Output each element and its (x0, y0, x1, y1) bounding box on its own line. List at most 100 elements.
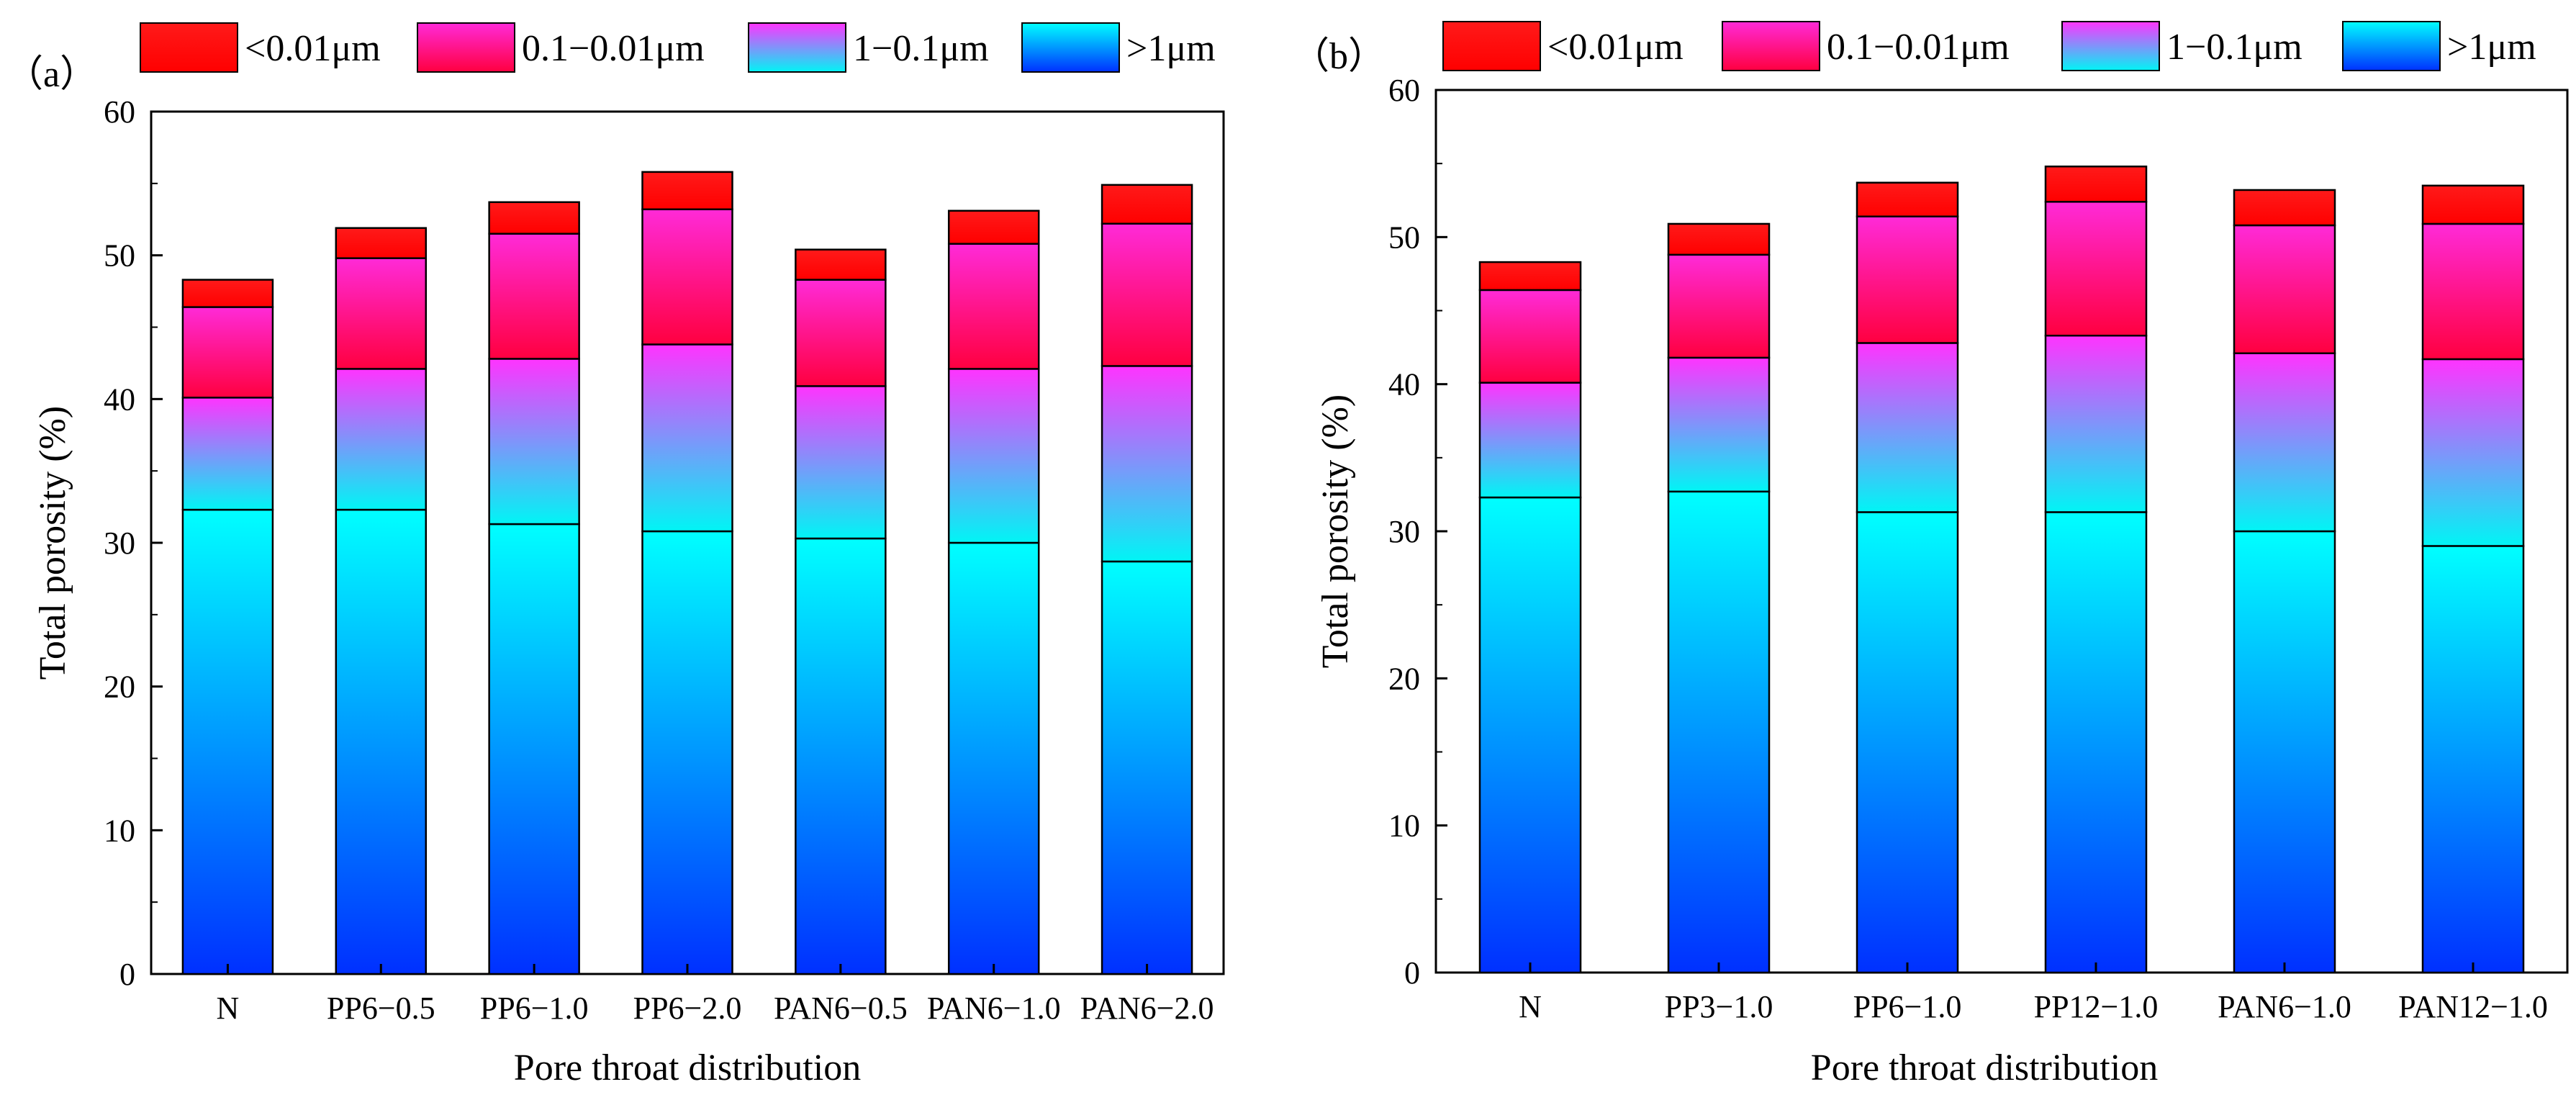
bar-segment-p1_001 (488, 233, 580, 360)
bar-segment-p1_1 (2044, 334, 2148, 513)
bar-segment-p1_1 (2421, 358, 2525, 547)
y-tick-label: 40 (104, 382, 135, 417)
bar-segment-lt001 (1478, 261, 1582, 292)
y-tick-label: 0 (119, 957, 135, 992)
bar-segment-p1_1 (947, 368, 1040, 544)
bar-segment-gt1 (1667, 490, 1771, 974)
y-tick-label: 20 (1388, 661, 1420, 696)
bar-segment-lt001 (488, 201, 580, 235)
legend-label-lt001: <0.01μm (245, 28, 381, 69)
y-tick-label: 20 (104, 669, 135, 705)
x-tick-label: N (217, 991, 240, 1026)
legend-label-p1_1: 1−0.1μm (2166, 27, 2302, 68)
panel-b: （b） <0.01μm 0.1−0.01μm 1−0.1μm >1μm 0 10 20 30 40… (1292, 21, 2569, 1088)
x-axis-title: Pore throat distribution (514, 1047, 861, 1088)
bar-segment-gt1 (795, 537, 887, 975)
bar-segment-p1_1 (795, 385, 887, 540)
legend-swatch-lt001 (140, 22, 238, 73)
bar-segment-p1_001 (181, 306, 274, 399)
bar-segment-p1_1 (641, 343, 733, 533)
bar-segment-p1_001 (1667, 253, 1771, 359)
bar-segment-p1_001 (947, 243, 1040, 370)
bar-segment-p1_1 (1101, 365, 1193, 563)
bar-segment-p1_1 (2233, 352, 2336, 533)
y-axis-title: Total porosity (%) (32, 406, 73, 680)
y-tick-label: 50 (1388, 220, 1420, 255)
legend-label-p1_1: 1−0.1μm (853, 28, 989, 69)
bar-segment-gt1 (1856, 511, 1959, 974)
bar-segment-lt001 (947, 209, 1040, 245)
bar-segment-gt1 (947, 541, 1040, 975)
x-tick-label: PP12−1.0 (2034, 989, 2159, 1024)
legend-label-p1_001: 0.1−0.01μm (522, 28, 705, 69)
bar-segment-gt1 (2044, 511, 2148, 974)
bar-segment-lt001 (181, 279, 274, 308)
x-tick-label: N (1519, 989, 1542, 1024)
bar-segment-p1_001 (335, 257, 428, 370)
x-tick-label: PP6−1.0 (1853, 989, 1962, 1024)
y-tick-label: 10 (104, 813, 135, 848)
legend-swatch-p1_1 (2061, 21, 2160, 71)
bar-segment-lt001 (795, 248, 887, 281)
bar-segment-p1_001 (2233, 224, 2336, 355)
bar-segment-p1_001 (2044, 201, 2148, 337)
y-tick-label: 50 (104, 238, 135, 274)
x-tick-label: PAN12−1.0 (2398, 989, 2548, 1024)
bar-segment-lt001 (1856, 181, 1959, 217)
bar-segment-gt1 (181, 508, 274, 975)
y-tick-label: 0 (1404, 955, 1420, 991)
legend-swatch-p1_001 (1722, 21, 1820, 71)
bar-segment-gt1 (488, 523, 580, 975)
bar-segment-p1_001 (641, 208, 733, 346)
y-tick-label: 30 (1388, 514, 1420, 549)
bar-segment-p1_001 (2421, 222, 2525, 361)
bar-segment-lt001 (2044, 166, 2148, 203)
legend-label-p1_001: 0.1−0.01μm (1827, 27, 2010, 68)
bar-segment-p1_1 (181, 397, 274, 511)
panel-label: （a） (6, 54, 97, 95)
x-axis-title: Pore throat distribution (1811, 1047, 2158, 1088)
bar-segment-lt001 (641, 171, 733, 211)
x-tick-label: PAN6−1.0 (2218, 989, 2351, 1024)
bar-segment-p1_1 (488, 358, 580, 526)
y-tick-label: 60 (104, 94, 135, 130)
bar-segment-p1_001 (1101, 222, 1193, 367)
bar-segment-lt001 (335, 227, 428, 259)
bar-segment-p1_1 (1667, 356, 1771, 493)
bar-segment-lt001 (2421, 184, 2525, 225)
legend-label-gt1: >1μm (2447, 27, 2536, 68)
legend-swatch-gt1 (2342, 21, 2441, 71)
bar-segment-p1_1 (1478, 382, 1582, 499)
legend-swatch-p1_1 (748, 22, 846, 73)
bar-segment-p1_001 (1856, 215, 1959, 344)
panel-a: （a） <0.01μm 0.1−0.01μm 1−0.1μm >1μm 0 10 20 30 40… (6, 22, 1225, 1088)
x-tick-label: PP6−1.0 (480, 991, 589, 1026)
y-axis-title: Total porosity (%) (1315, 394, 1356, 669)
y-tick-label: 60 (1388, 73, 1420, 108)
plot-frame (1434, 89, 2569, 974)
bar-segment-gt1 (1478, 496, 1582, 974)
legend-swatch-gt1 (1021, 22, 1120, 73)
x-tick-label: PAN6−2.0 (1080, 991, 1214, 1026)
y-tick-label: 30 (104, 526, 135, 561)
x-tick-label: PAN6−0.5 (774, 991, 908, 1026)
bar-segment-gt1 (2421, 545, 2525, 974)
legend-label-lt001: <0.01μm (1547, 27, 1684, 68)
bar-segment-p1_001 (1478, 289, 1582, 384)
bar-segment-gt1 (335, 508, 428, 975)
bar-segment-lt001 (2233, 189, 2336, 227)
y-tick-label: 40 (1388, 367, 1420, 402)
legend-swatch-p1_001 (417, 22, 515, 73)
bar-segment-gt1 (1101, 560, 1193, 975)
x-tick-label: PP6−2.0 (633, 991, 742, 1026)
bar-segment-gt1 (2233, 530, 2336, 974)
x-tick-label: PP3−1.0 (1665, 989, 1773, 1024)
panel-label: （b） (1292, 36, 1386, 77)
bar-segment-p1_1 (335, 368, 428, 511)
bar-segment-p1_1 (1856, 342, 1959, 513)
legend-swatch-lt001 (1442, 21, 1541, 71)
x-tick-label: PAN6−1.0 (927, 991, 1061, 1026)
legend-label-gt1: >1μm (1126, 28, 1216, 69)
bar-segment-lt001 (1667, 222, 1771, 256)
